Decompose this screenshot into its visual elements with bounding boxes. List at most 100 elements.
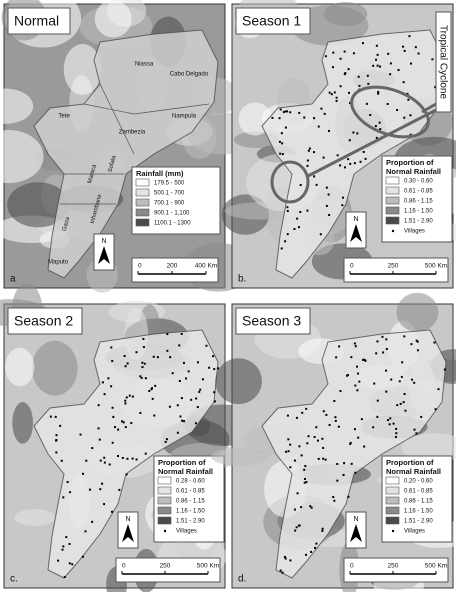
village-dot bbox=[49, 415, 52, 418]
legend-item: 1.16 - 1.50 bbox=[404, 509, 433, 515]
panel-title: Season 2 bbox=[14, 313, 73, 329]
village-dot bbox=[413, 428, 416, 431]
village-dot bbox=[59, 424, 62, 427]
panel-title: Season 1 bbox=[242, 13, 301, 29]
village-dot bbox=[296, 217, 299, 220]
village-dot bbox=[101, 482, 104, 485]
village-dot bbox=[376, 399, 379, 402]
village-dot bbox=[286, 110, 289, 113]
village-dot bbox=[334, 416, 337, 419]
village-dot bbox=[108, 463, 111, 466]
rainfall-blotch bbox=[215, 358, 262, 405]
village-dot bbox=[356, 132, 359, 135]
village-dot bbox=[281, 571, 284, 574]
village-dot bbox=[123, 355, 126, 358]
village-dot bbox=[126, 457, 129, 460]
village-dot bbox=[415, 432, 418, 435]
village-dot bbox=[349, 162, 352, 165]
village-dot bbox=[111, 441, 114, 444]
village-dot bbox=[416, 349, 419, 352]
village-dot bbox=[366, 74, 369, 77]
village-dot bbox=[68, 542, 71, 545]
village-dot bbox=[150, 387, 153, 390]
village-dot bbox=[420, 415, 423, 418]
village-dot bbox=[317, 457, 320, 460]
village-dot bbox=[328, 423, 331, 426]
village-dot bbox=[85, 459, 88, 462]
village-dot bbox=[128, 394, 131, 397]
legend-item: 0.86 - 1.15 bbox=[176, 499, 205, 505]
scale-label: 250 bbox=[388, 263, 399, 270]
village-dot bbox=[110, 385, 113, 388]
legend-item: Villages bbox=[404, 529, 425, 535]
legend-swatch bbox=[385, 206, 400, 215]
village-dot bbox=[347, 495, 350, 498]
village-dot bbox=[324, 458, 327, 461]
cyclone-area bbox=[270, 160, 310, 204]
village-dot bbox=[332, 51, 335, 54]
village-dot bbox=[387, 419, 390, 422]
village-dot bbox=[382, 351, 385, 354]
village-dot bbox=[293, 508, 296, 511]
village-dot bbox=[358, 380, 361, 383]
village-dot bbox=[313, 117, 316, 120]
legend-swatch bbox=[385, 506, 400, 515]
legend-swatch bbox=[385, 196, 400, 205]
legend-item: 1100.1 - 1300 bbox=[154, 221, 191, 227]
legend-item: 0.28 - 0.60 bbox=[176, 479, 205, 485]
province-label: Tete bbox=[58, 114, 70, 120]
village-dot bbox=[131, 457, 134, 460]
village-dot bbox=[375, 352, 378, 355]
village-dot bbox=[337, 425, 340, 428]
village-dot bbox=[289, 466, 292, 469]
village-dot bbox=[185, 377, 188, 380]
village-dot bbox=[327, 129, 330, 132]
village-dot bbox=[354, 471, 357, 474]
village-dot bbox=[377, 91, 380, 94]
village-dot bbox=[339, 164, 342, 167]
village-dot bbox=[334, 419, 337, 422]
village-dot bbox=[410, 343, 413, 346]
village-dot bbox=[295, 526, 298, 529]
title-box bbox=[7, 7, 71, 35]
legend-item: 0.20 - 0.60 bbox=[404, 479, 433, 485]
village-dot bbox=[395, 432, 398, 435]
village-dot bbox=[394, 435, 397, 438]
village-dot bbox=[347, 158, 350, 161]
village-dot bbox=[111, 359, 114, 362]
village-dot bbox=[375, 58, 378, 61]
village-dot bbox=[213, 400, 216, 403]
village-dot bbox=[388, 423, 391, 426]
legend-item: 1.16 - 1.50 bbox=[404, 209, 433, 215]
village-dot bbox=[88, 488, 91, 491]
village-dot bbox=[358, 84, 361, 87]
village-dot bbox=[181, 419, 184, 422]
village-dot bbox=[335, 356, 338, 359]
scale-box bbox=[343, 557, 449, 583]
village-dot bbox=[178, 344, 181, 347]
panel-title: Season 3 bbox=[242, 313, 301, 329]
village-dot bbox=[313, 175, 316, 178]
province-label: Niassa bbox=[135, 62, 154, 68]
village-dot bbox=[126, 362, 129, 365]
village-dot bbox=[176, 404, 179, 407]
village-dot bbox=[365, 102, 368, 105]
country-outline bbox=[33, 29, 219, 279]
legend-title: Rainfall (mm) bbox=[136, 169, 184, 178]
village-dot bbox=[363, 358, 366, 361]
village-dot bbox=[356, 389, 359, 392]
village-dot bbox=[166, 349, 169, 352]
village-dot bbox=[415, 339, 418, 342]
legend-item: 500.1 - 700 bbox=[154, 191, 185, 197]
village-dot bbox=[280, 132, 283, 135]
village-dot bbox=[135, 458, 138, 461]
village-dot bbox=[403, 393, 406, 396]
village-dot bbox=[110, 510, 113, 513]
village-dot bbox=[305, 407, 308, 410]
village-dot bbox=[322, 457, 325, 460]
panel-letter: d. bbox=[238, 574, 246, 585]
village-dot bbox=[187, 370, 190, 373]
village-dot bbox=[298, 445, 301, 448]
legend-swatch bbox=[385, 476, 400, 485]
cyclone-area bbox=[350, 85, 430, 139]
